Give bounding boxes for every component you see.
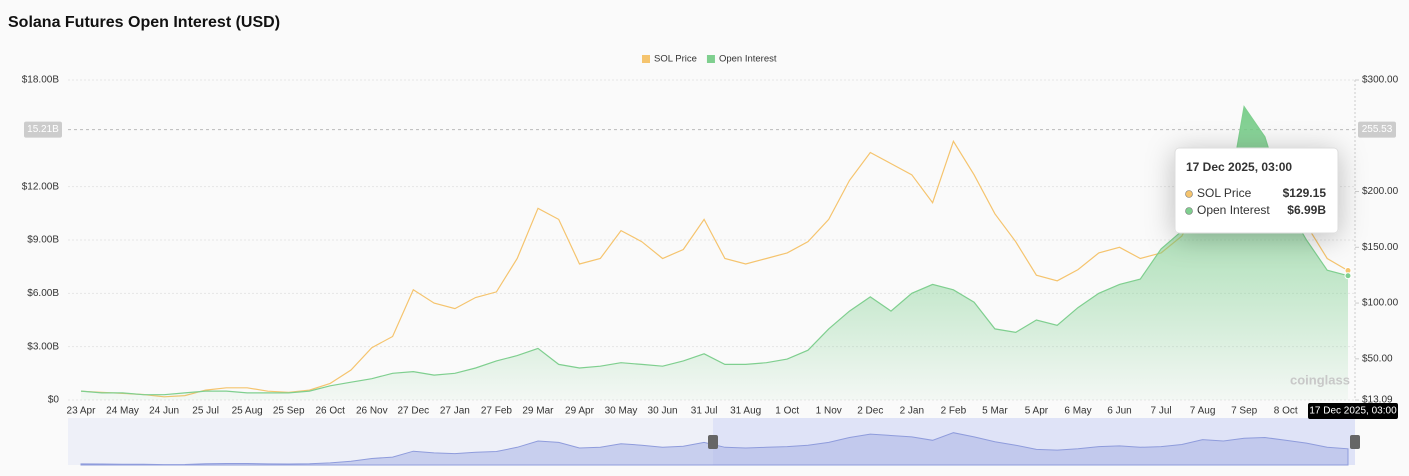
y-tick-label: $6.00B	[27, 288, 59, 299]
x-tick-label: 26 Oct	[316, 406, 346, 417]
end-dot	[1344, 272, 1352, 280]
legend-swatch	[706, 55, 715, 63]
y-tick-label: $3.00B	[27, 341, 59, 352]
series-line	[80, 139, 1349, 398]
x-tick-label: 30 Jun	[648, 406, 678, 417]
y-tick-label: $18.00B	[22, 75, 60, 86]
x-tick-label: 7 Aug	[1190, 406, 1216, 417]
y2-tick-label: $13.09	[1362, 395, 1393, 406]
x-hover-bg	[1308, 403, 1398, 419]
x-tick-label: 27 Dec	[397, 406, 429, 417]
x-tick-label: 31 Jul	[691, 406, 718, 417]
tooltip-name: SOL Price	[1197, 186, 1252, 200]
crosshair-label: 15.21B	[27, 124, 59, 135]
x-tick-label: 27 Jan	[440, 406, 470, 417]
tooltip-title: 17 Dec 2025, 03:00	[1186, 160, 1292, 174]
x-tick-label: 2 Feb	[941, 406, 967, 417]
crosshair-label: 255.53	[1362, 124, 1393, 135]
y2-tick-label: $100.00	[1362, 298, 1399, 309]
tooltip-name: Open Interest	[1197, 203, 1270, 217]
tooltip-value: $129.15	[1283, 186, 1327, 200]
x-tick-label: 2 Dec	[857, 406, 883, 417]
watermark: coinglass	[1290, 372, 1350, 387]
navigator-handle	[1350, 435, 1360, 449]
legend-swatch	[642, 55, 650, 63]
legend-label: Open Interest	[719, 54, 777, 65]
tooltip-value: $6.99B	[1287, 203, 1326, 217]
chart-title: Solana Futures Open Interest (USD)	[8, 14, 280, 31]
x-tick-label: 7 Jul	[1151, 406, 1172, 417]
x-tick-label: 5 Mar	[982, 406, 1008, 417]
area	[81, 106, 1348, 400]
x-tick-label: 1 Nov	[816, 406, 842, 417]
y2-tick-label: $150.00	[1362, 242, 1399, 253]
x-tick-label: 5 Apr	[1025, 406, 1049, 417]
y2-tick-label: $300.00	[1362, 75, 1399, 86]
x-tick-label: 24 May	[106, 406, 139, 417]
x-hover-label: 17 Dec 2025, 03:00	[1309, 406, 1397, 417]
crosshair-label-bg	[1358, 121, 1396, 138]
x-tick-label: 6 Jun	[1107, 406, 1131, 417]
legend-label: SOL Price	[654, 54, 697, 65]
x-tick-label: 27 Feb	[481, 406, 513, 417]
navigator-handle	[708, 435, 718, 449]
y-tick-label: $9.00B	[27, 235, 59, 246]
x-tick-label: 30 May	[605, 406, 638, 417]
x-tick-label: 25 Aug	[232, 406, 263, 417]
y-tick-label: $12.00B	[22, 181, 60, 192]
x-tick-label: 29 Apr	[565, 406, 595, 417]
y2-tick-label: $200.00	[1362, 186, 1399, 197]
x-tick-label: 23 Apr	[67, 406, 97, 417]
series-line	[80, 105, 1349, 396]
tooltip-dot	[1185, 207, 1193, 215]
x-tick-label: 2 Jan	[900, 406, 924, 417]
x-tick-label: 1 Oct	[775, 406, 799, 417]
x-tick-label: 31 Aug	[730, 406, 761, 417]
x-tick-label: 8 Oct	[1274, 406, 1298, 417]
x-tick-label: 6 May	[1064, 406, 1091, 417]
tooltip-box	[1174, 147, 1339, 234]
crosshair-label-bg	[24, 121, 62, 138]
x-tick-label: 26 Nov	[356, 406, 388, 417]
x-tick-label: 29 Mar	[522, 406, 554, 417]
y-tick-label: $0	[48, 395, 60, 406]
y2-tick-label: $50.00	[1362, 353, 1393, 364]
x-tick-label: 7 Sep	[1231, 406, 1258, 417]
x-tick-label: 24 Jun	[149, 406, 179, 417]
tooltip: 17 Dec 2025, 03:00 SOL Price $129.15 Open I…	[1174, 147, 1339, 234]
x-tick-label: 25 Sep	[273, 406, 305, 417]
x-tick-label: 25 Jul	[192, 406, 219, 417]
tooltip-dot	[1185, 190, 1193, 198]
